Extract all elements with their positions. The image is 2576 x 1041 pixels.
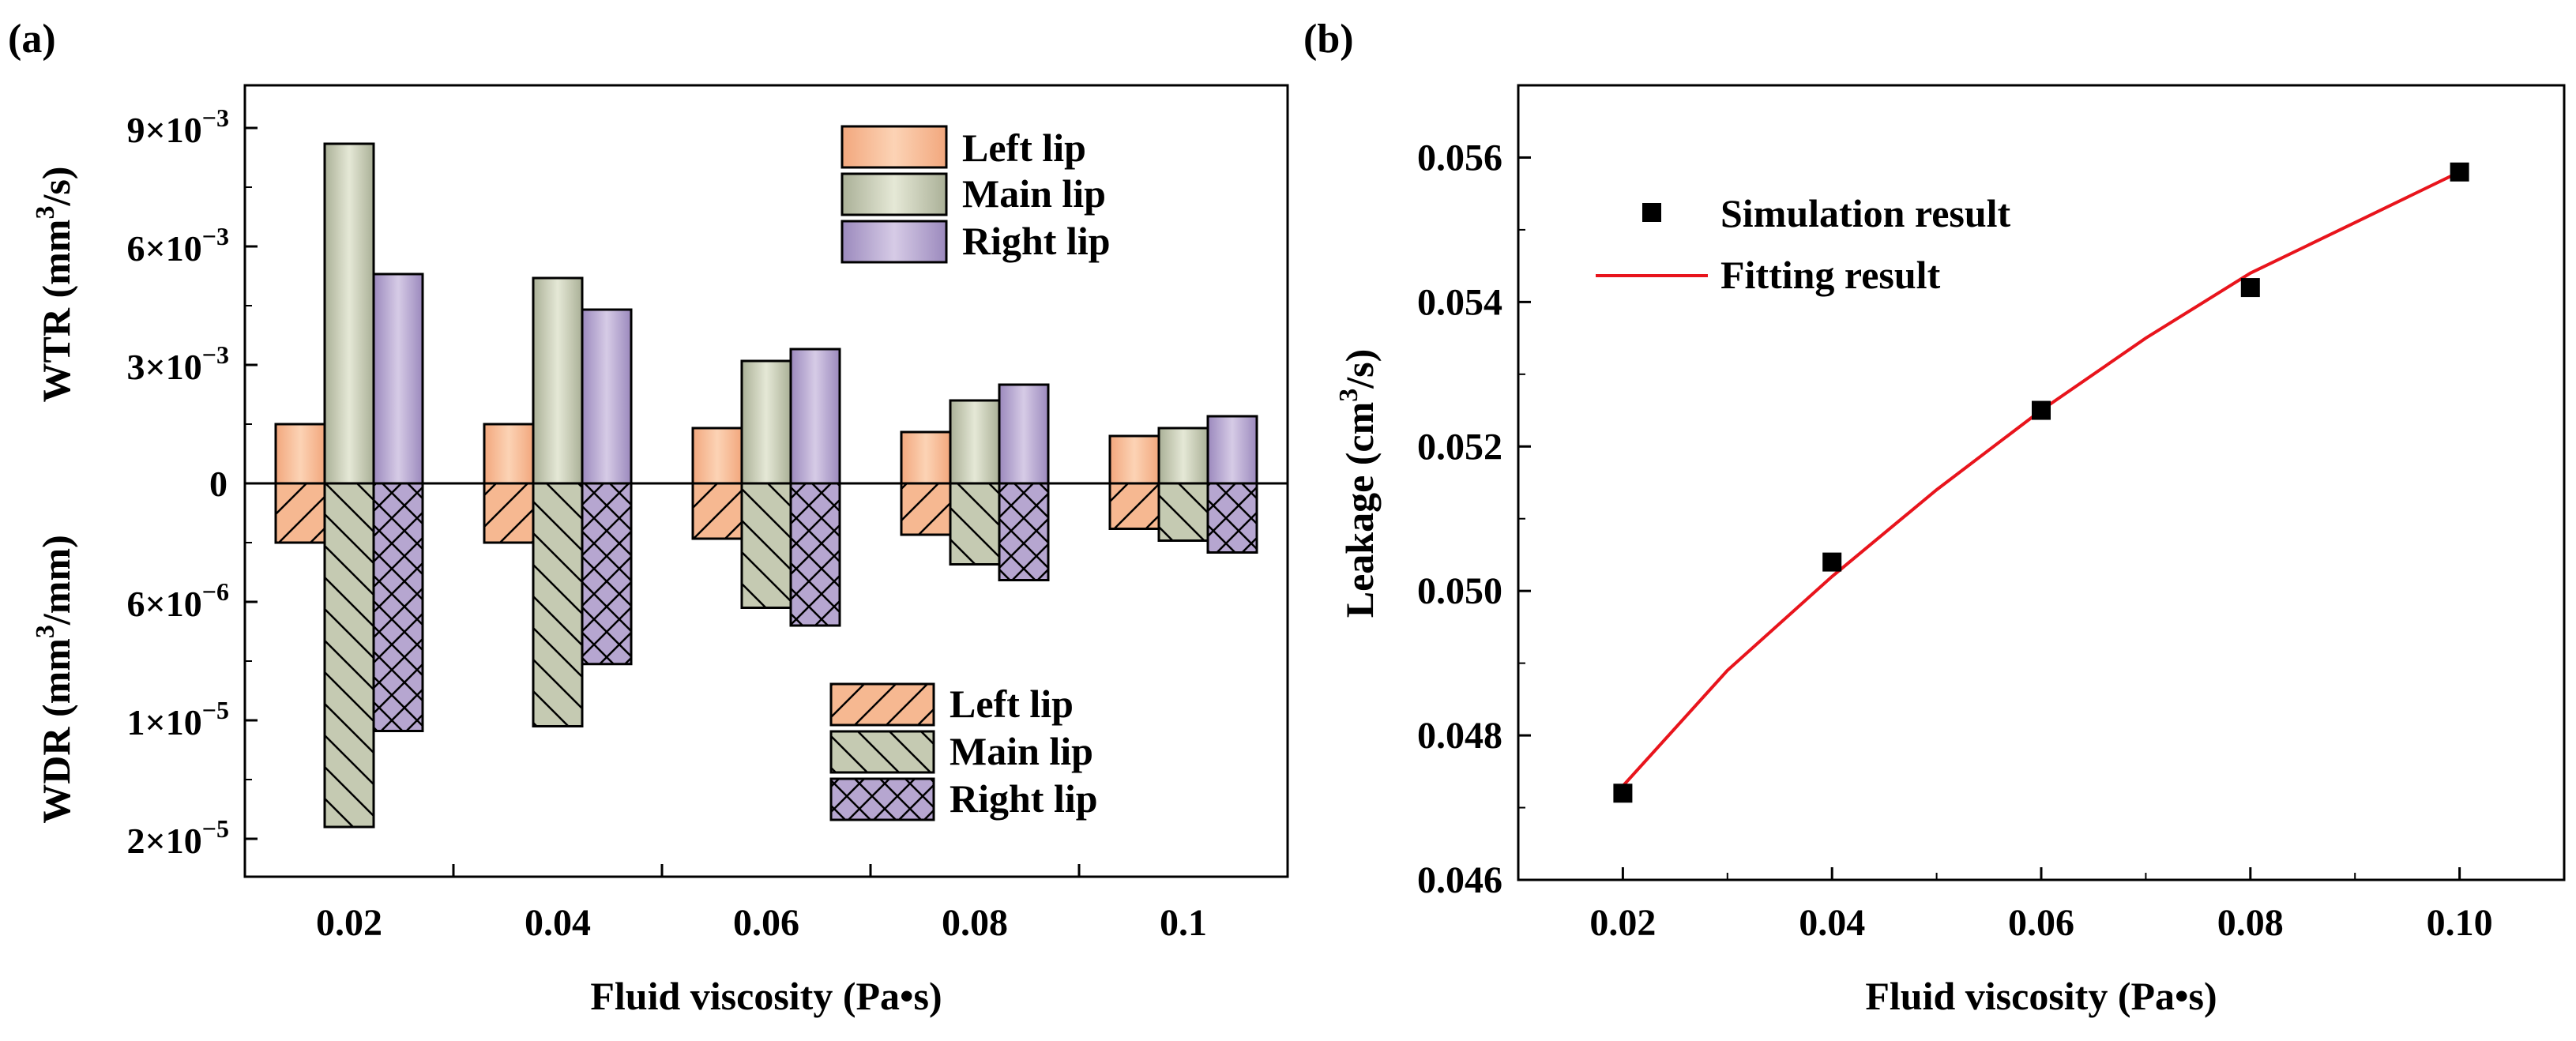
panel-b-axes: 0.02 0.04 0.06 0.08 0.10 0.046 0.048 0.050 0.052… — [1417, 137, 2493, 944]
wdr-bar-right-0.04 — [581, 482, 633, 666]
simulation-point — [2032, 400, 2051, 420]
panel-a-xtick-label: 0.1 — [1160, 902, 1207, 944]
wtr-bar-main-0.02 — [323, 142, 375, 485]
panel-a-ytick-bottom-2: 1×10−5 — [127, 696, 229, 742]
legend-bottom-right-swatch — [829, 777, 935, 821]
panel-a-axes — [245, 126, 1081, 877]
panel-a-frame — [243, 84, 1289, 878]
panel-b-ytick-label: 0.050 — [1417, 570, 1502, 612]
legend-bottom-main-label: Main lip — [950, 729, 1093, 773]
panel-a-xtick-label: 0.02 — [316, 902, 382, 944]
panel-b-legend: Simulation result Fitting result — [1596, 191, 2011, 297]
wdr-bar-main-0.1 — [1157, 482, 1209, 542]
legend-top-left-label: Left lip — [962, 126, 1086, 170]
panel-a-ytick-top-3: 9×10−3 — [127, 103, 229, 150]
panel-a-legend-top: Left lip Main lip Right lip — [840, 125, 1111, 264]
panel-b-ylabel: Leakage (cm3/s) — [1334, 349, 1382, 618]
panel-a-label: (a) — [8, 17, 56, 62]
panel-a-xtick-label: 0.04 — [525, 902, 591, 944]
legend-top-right-label: Right lip — [962, 219, 1111, 263]
wtr-bar-left-0.02 — [274, 423, 326, 485]
legend-line-label: Fitting result — [1720, 253, 1941, 297]
panel-b-ytick-label: 0.052 — [1417, 426, 1502, 468]
simulation-point — [2450, 162, 2469, 182]
panel-b-ytick-label: 0.054 — [1417, 281, 1502, 323]
wtr-bar-right-0.02 — [372, 272, 424, 485]
wdr-bar-left-0.02 — [274, 482, 326, 544]
wtr-bar-main-0.04 — [532, 276, 584, 485]
panel-a-ylabel-bottom: WDR (mm3/mm) — [31, 535, 78, 824]
wdr-bar-left-0.1 — [1108, 482, 1160, 530]
panel-a-legend-bottom: Left lip Main lip Right lip — [829, 682, 1098, 821]
legend-top-left-swatch — [840, 125, 948, 169]
simulation-point — [1613, 784, 1633, 803]
legend-top-right-swatch — [840, 220, 948, 264]
legend-bottom-right-label: Right lip — [950, 776, 1098, 821]
panel-b-xtick-label: 0.08 — [2217, 902, 2284, 944]
panel-a-xtick-label: 0.06 — [733, 902, 799, 944]
panel-a-ylabel-top: WTR (mm3/s) — [31, 167, 78, 403]
wtr-bar-left-0.04 — [483, 423, 535, 485]
panel-b-xlabel: Fluid viscosity (Pa•s) — [1865, 974, 2217, 1018]
panel-a-xtick-labels: 0.02 0.04 0.06 0.08 0.1 — [316, 902, 1207, 944]
wdr-bar-right-0.06 — [789, 482, 841, 627]
legend-scatter-label: Simulation result — [1720, 191, 2011, 235]
legend-top-main-label: Main lip — [962, 171, 1106, 216]
panel-b-ytick-label: 0.048 — [1417, 715, 1502, 757]
panel-a-ytick-bottom-1: 6×10−6 — [127, 577, 229, 624]
panel-b-frame — [1517, 84, 2566, 881]
wtr-bar-left-0.1 — [1108, 434, 1160, 485]
wdr-bar-right-0.02 — [372, 482, 424, 732]
legend-top-main-swatch — [840, 172, 948, 216]
wtr-bar-right-0.04 — [581, 308, 633, 485]
panel-a-ytick-top-2: 6×10−3 — [127, 222, 229, 269]
panel-b-xtick-label: 0.02 — [1589, 902, 1656, 944]
wtr-bar-main-0.06 — [740, 359, 792, 485]
wdr-bar-left-0.08 — [900, 482, 952, 536]
legend-bottom-main-swatch — [829, 730, 935, 774]
panel-b-ytick-label: 0.046 — [1417, 859, 1502, 901]
panel-b-label: (b) — [1303, 17, 1354, 62]
wdr-bar-right-0.1 — [1206, 482, 1258, 554]
simulation-point — [2240, 278, 2260, 298]
legend-bottom-left-swatch — [829, 682, 935, 727]
wdr-bar-main-0.02 — [323, 482, 375, 829]
panel-b-xtick-label: 0.10 — [2427, 902, 2493, 944]
panel-a-bars — [274, 142, 1258, 829]
wtr-bar-left-0.06 — [691, 427, 743, 485]
panel-a-ytick-zero: 0 — [209, 464, 228, 504]
panel-b-plot — [1613, 162, 2469, 803]
panel-b-ytick-label: 0.056 — [1417, 137, 1502, 179]
wdr-bar-right-0.08 — [998, 482, 1050, 581]
wdr-bar-main-0.08 — [949, 482, 1001, 566]
panel-a-ytick-bottom-3: 2×10−5 — [127, 814, 229, 861]
panel-a-xlabel: Fluid viscosity (Pa•s) — [590, 974, 942, 1018]
legend-scatter-marker — [1642, 203, 1661, 222]
wdr-bar-left-0.06 — [691, 482, 743, 540]
wtr-bar-right-0.06 — [789, 348, 841, 485]
wtr-bar-right-0.1 — [1206, 415, 1258, 485]
wdr-bar-main-0.06 — [740, 482, 792, 609]
wtr-bar-right-0.08 — [998, 383, 1050, 485]
wdr-bar-main-0.04 — [532, 482, 584, 727]
simulation-point — [1822, 552, 1842, 572]
panel-a-ytick-top-1: 3×10−3 — [127, 340, 229, 387]
panel-b-xtick-label: 0.04 — [1799, 902, 1865, 944]
panel-a-xtick-label: 0.08 — [942, 902, 1008, 944]
wtr-bar-main-0.08 — [949, 399, 1001, 485]
panel-b-xtick-label: 0.06 — [2008, 902, 2074, 944]
wtr-bar-left-0.08 — [900, 430, 952, 485]
wtr-bar-main-0.1 — [1157, 427, 1209, 485]
legend-bottom-left-label: Left lip — [950, 682, 1074, 726]
wdr-bar-left-0.04 — [483, 482, 535, 544]
